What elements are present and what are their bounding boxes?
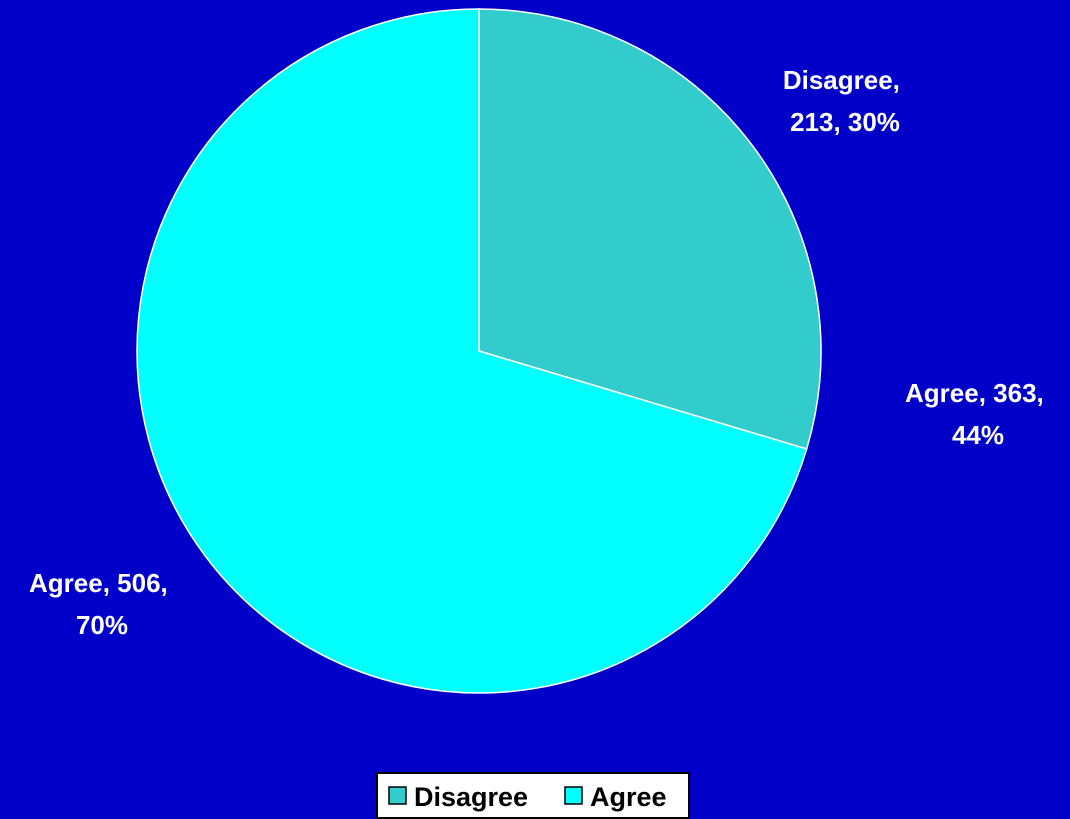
legend-label-agree: Agree bbox=[590, 782, 667, 812]
data-label-agree-506-line-1: Agree, 506, bbox=[29, 568, 168, 598]
legend: Disagree Agree bbox=[376, 772, 690, 819]
data-label-disagree-line-1: Disagree, bbox=[783, 65, 900, 95]
data-label-agree-363-line-2: 44% bbox=[952, 420, 1004, 450]
data-label-agree-506-line-2: 70% bbox=[76, 610, 128, 640]
data-label-agree-506: Agree, 506, 70% bbox=[29, 568, 175, 640]
pie-slices bbox=[136, 8, 822, 694]
legend-box bbox=[376, 772, 690, 819]
pie-slice-disagree bbox=[478, 8, 822, 450]
pie-slice-agree bbox=[136, 8, 808, 694]
legend-swatch-agree bbox=[564, 786, 583, 805]
data-label-agree-363-line-1: Agree, 363, bbox=[905, 378, 1044, 408]
data-labels: Disagree, 213, 30% Agree, 363, 44% Agree… bbox=[29, 65, 1051, 640]
data-label-disagree: Disagree, 213, 30% bbox=[783, 65, 907, 137]
data-label-agree-363: Agree, 363, 44% bbox=[905, 378, 1051, 450]
legend-swatch-disagree bbox=[388, 786, 407, 805]
data-label-disagree-line-2: 213, 30% bbox=[790, 107, 900, 137]
legend-label-disagree: Disagree bbox=[414, 782, 528, 812]
